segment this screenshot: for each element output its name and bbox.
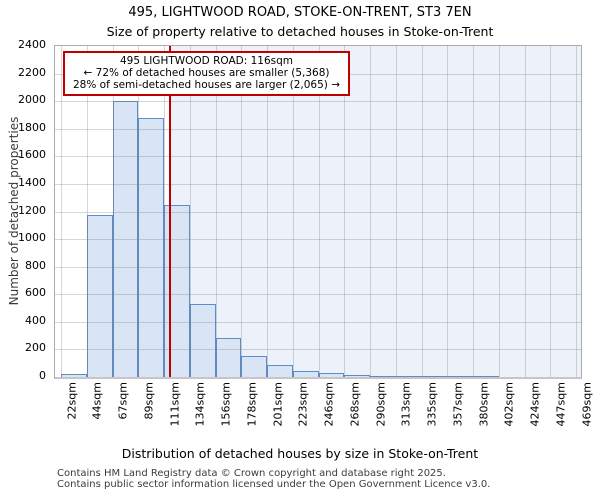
- y-tick-label: 200: [25, 341, 46, 355]
- chart-title: 495, LIGHTWOOD ROAD, STOKE-ON-TRENT, ST3…: [128, 5, 472, 20]
- property-size-marker-line: [168, 46, 171, 377]
- y-tick-label: 0: [39, 369, 46, 382]
- x-tick-label: 469sqm: [580, 382, 593, 427]
- y-tick-label: 800: [25, 258, 46, 272]
- gridline-vertical: [550, 46, 552, 377]
- gridline-vertical: [318, 46, 320, 377]
- x-tick-label: 268sqm: [348, 382, 362, 427]
- gridline-vertical: [292, 46, 294, 377]
- x-tick-label: 22sqm: [65, 382, 78, 420]
- histogram-bar: [164, 204, 190, 377]
- histogram-bar: [370, 375, 396, 377]
- x-tick-label: 313sqm: [399, 382, 413, 427]
- y-tick-label: 600: [25, 286, 46, 300]
- histogram-bar: [112, 101, 139, 377]
- gridline-horizontal: [55, 266, 581, 268]
- histogram-bar: [344, 374, 370, 377]
- annotation-line-2: ← 72% of detached houses are smaller (5,…: [83, 67, 330, 79]
- x-tick-label: 290sqm: [374, 382, 387, 427]
- x-tick-label: 380sqm: [477, 382, 490, 427]
- gridline-horizontal: [55, 211, 581, 213]
- gridline-vertical: [189, 46, 191, 377]
- gridline-vertical: [576, 46, 577, 377]
- histogram-bar: [292, 370, 319, 377]
- gridline-vertical: [473, 46, 474, 377]
- gridline-vertical: [447, 46, 449, 377]
- y-tick-label: 1400: [18, 175, 46, 189]
- x-tick-label: 178sqm: [245, 382, 259, 427]
- histogram-bar: [473, 376, 499, 377]
- y-tick-label: 2200: [18, 65, 46, 79]
- chart-subtitle: Size of property relative to detached ho…: [106, 24, 494, 39]
- gridline-vertical: [86, 46, 88, 377]
- gridline-horizontal: [55, 183, 581, 185]
- x-tick-label: 44sqm: [90, 382, 104, 420]
- gridline-horizontal: [55, 101, 581, 103]
- gridline-horizontal: [55, 349, 581, 351]
- histogram-bar: [215, 338, 242, 377]
- y-tick-label: 2400: [18, 38, 46, 51]
- larger-than-property-shaded-region: [169, 46, 581, 377]
- histogram-bar: [395, 375, 422, 377]
- gridline-vertical: [112, 46, 114, 377]
- histogram-bar: [447, 376, 473, 377]
- histogram-bar: [189, 303, 216, 377]
- gridline-vertical: [215, 46, 217, 377]
- gridline-horizontal: [55, 321, 581, 323]
- plot-area: 495 LIGHTWOOD ROAD: 116sqm ← 72% of deta…: [54, 45, 582, 379]
- footer-attribution: Contains HM Land Registry data © Crown c…: [57, 468, 491, 490]
- gridline-vertical: [164, 46, 165, 377]
- x-tick-label: 89sqm: [142, 382, 156, 420]
- y-tick-label: 1800: [18, 120, 46, 134]
- gridline-vertical: [138, 46, 140, 377]
- gridline-vertical: [267, 46, 268, 377]
- footer-line-2: Contains public sector information licen…: [57, 478, 491, 490]
- gridline-horizontal: [55, 239, 581, 241]
- gridline-vertical: [395, 46, 397, 377]
- histogram-bar: [86, 214, 113, 377]
- footer-line-1: Contains HM Land Registry data © Crown c…: [57, 468, 446, 479]
- annotation-line-1: 495 LIGHTWOOD ROAD: 116sqm: [119, 55, 294, 67]
- x-tick-label: 402sqm: [502, 382, 516, 427]
- histogram-bar: [267, 364, 293, 377]
- x-tick-label: 246sqm: [322, 382, 336, 427]
- x-tick-label: 134sqm: [193, 382, 207, 427]
- gridline-vertical: [524, 46, 526, 377]
- y-tick-label: 1200: [18, 203, 46, 217]
- annotation-line-3: 28% of semi-detached houses are larger (…: [72, 79, 340, 91]
- x-tick-label: 335sqm: [425, 382, 439, 427]
- x-tick-label: 223sqm: [296, 382, 310, 427]
- annotation-box: 495 LIGHTWOOD ROAD: 116sqm ← 72% of deta…: [63, 51, 350, 96]
- gridline-horizontal: [55, 156, 581, 158]
- gridline-vertical: [421, 46, 423, 377]
- gridline-vertical: [498, 46, 500, 377]
- x-tick-label: 357sqm: [451, 382, 465, 427]
- gridline-horizontal: [55, 294, 581, 296]
- x-tick-label: 111sqm: [168, 382, 181, 427]
- x-tick-label: 156sqm: [219, 382, 233, 427]
- y-tick-label: 1000: [18, 231, 46, 245]
- histogram-bar: [421, 376, 448, 377]
- gridline-vertical: [61, 46, 62, 377]
- y-tick-label: 2000: [18, 93, 46, 107]
- y-tick-label: 400: [25, 313, 46, 327]
- x-axis-label: Distribution of detached houses by size …: [121, 446, 479, 461]
- x-tick-label: 201sqm: [271, 382, 284, 427]
- histogram-bar: [61, 373, 87, 377]
- x-tick-label: 447sqm: [554, 382, 568, 427]
- y-tick-label: 1600: [18, 148, 46, 162]
- histogram-bar: [318, 372, 345, 377]
- x-tick-label: 67sqm: [116, 382, 130, 420]
- gridline-horizontal: [55, 128, 581, 130]
- histogram-bar: [138, 118, 164, 377]
- gridline-vertical: [344, 46, 346, 377]
- histogram-bar: [241, 356, 267, 377]
- x-tick-label: 424sqm: [528, 382, 542, 427]
- gridline-vertical: [370, 46, 371, 377]
- gridline-vertical: [241, 46, 243, 377]
